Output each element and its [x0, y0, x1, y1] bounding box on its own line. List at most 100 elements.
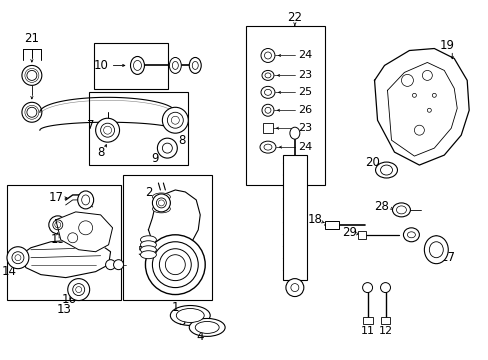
Polygon shape	[21, 240, 110, 278]
Ellipse shape	[413, 125, 424, 135]
Ellipse shape	[260, 141, 275, 153]
Ellipse shape	[392, 203, 409, 217]
Ellipse shape	[158, 200, 164, 206]
Ellipse shape	[427, 108, 430, 112]
Text: 9: 9	[151, 152, 159, 165]
Ellipse shape	[157, 138, 177, 158]
Ellipse shape	[152, 194, 170, 212]
Ellipse shape	[285, 279, 303, 297]
Text: 14: 14	[1, 265, 17, 278]
Ellipse shape	[396, 206, 406, 214]
Ellipse shape	[140, 246, 156, 254]
Ellipse shape	[170, 306, 210, 325]
Ellipse shape	[68, 279, 89, 301]
Text: 3: 3	[178, 315, 185, 328]
Ellipse shape	[152, 199, 170, 207]
Ellipse shape	[133, 60, 141, 71]
Text: 29: 29	[342, 226, 356, 239]
Ellipse shape	[162, 143, 172, 153]
Text: 27: 27	[439, 251, 454, 264]
Ellipse shape	[49, 216, 66, 234]
Bar	[324, 221, 338, 229]
Text: 24: 24	[297, 142, 311, 152]
Text: 11: 11	[360, 327, 374, 336]
Text: 23: 23	[297, 123, 311, 133]
Ellipse shape	[264, 89, 271, 95]
Ellipse shape	[424, 236, 447, 264]
Ellipse shape	[264, 52, 271, 59]
Ellipse shape	[145, 235, 205, 294]
Ellipse shape	[165, 255, 185, 275]
Ellipse shape	[192, 62, 198, 69]
Text: 1: 1	[171, 301, 179, 314]
Text: 26: 26	[297, 105, 311, 115]
Text: 24: 24	[297, 50, 311, 60]
Ellipse shape	[262, 104, 273, 116]
Ellipse shape	[159, 249, 191, 280]
Ellipse shape	[113, 260, 123, 270]
Ellipse shape	[189, 319, 224, 336]
Ellipse shape	[27, 71, 37, 80]
Text: 2: 2	[144, 186, 152, 199]
Ellipse shape	[103, 126, 111, 134]
Polygon shape	[374, 49, 468, 165]
Ellipse shape	[25, 105, 39, 119]
Ellipse shape	[407, 232, 414, 238]
Text: 18: 18	[307, 213, 322, 226]
Ellipse shape	[12, 252, 24, 264]
Ellipse shape	[76, 287, 81, 293]
Ellipse shape	[105, 260, 115, 270]
Ellipse shape	[428, 242, 443, 258]
Ellipse shape	[264, 144, 271, 150]
Ellipse shape	[55, 222, 61, 228]
Bar	[122, 175, 212, 300]
Bar	[283, 155, 306, 280]
Text: 7: 7	[87, 119, 94, 132]
Text: 22: 22	[287, 11, 302, 24]
Text: 5: 5	[137, 245, 144, 258]
Bar	[7, 185, 121, 300]
Ellipse shape	[380, 283, 390, 293]
Text: 23: 23	[297, 71, 311, 80]
Ellipse shape	[362, 283, 372, 293]
Ellipse shape	[140, 236, 156, 244]
Text: 13: 13	[56, 303, 71, 316]
Ellipse shape	[22, 102, 42, 122]
Bar	[380, 318, 390, 324]
Ellipse shape	[140, 251, 156, 259]
Ellipse shape	[195, 321, 219, 333]
Ellipse shape	[176, 309, 204, 323]
Ellipse shape	[79, 221, 92, 235]
Text: 10: 10	[93, 59, 108, 72]
Ellipse shape	[140, 241, 156, 249]
Ellipse shape	[169, 58, 181, 73]
Ellipse shape	[162, 107, 188, 133]
Ellipse shape	[264, 73, 270, 78]
Ellipse shape	[81, 195, 89, 205]
Ellipse shape	[171, 116, 179, 124]
Ellipse shape	[261, 86, 274, 98]
Ellipse shape	[289, 127, 299, 139]
Ellipse shape	[403, 228, 419, 242]
Ellipse shape	[262, 71, 273, 80]
Ellipse shape	[375, 162, 397, 178]
Bar	[263, 123, 272, 133]
Text: 12: 12	[378, 327, 392, 336]
Ellipse shape	[156, 198, 166, 208]
Text: 8: 8	[97, 145, 104, 159]
Text: 25: 25	[297, 87, 311, 97]
Bar	[245, 26, 324, 185]
Ellipse shape	[68, 233, 78, 243]
Ellipse shape	[78, 191, 93, 209]
Ellipse shape	[53, 220, 62, 230]
Text: 4: 4	[196, 330, 203, 343]
Ellipse shape	[15, 255, 21, 261]
Text: 19: 19	[439, 39, 454, 52]
Ellipse shape	[27, 107, 37, 117]
Text: 6: 6	[149, 261, 157, 274]
Ellipse shape	[7, 247, 29, 269]
Ellipse shape	[101, 123, 114, 137]
Ellipse shape	[411, 93, 416, 97]
Ellipse shape	[130, 57, 144, 75]
Ellipse shape	[431, 93, 435, 97]
